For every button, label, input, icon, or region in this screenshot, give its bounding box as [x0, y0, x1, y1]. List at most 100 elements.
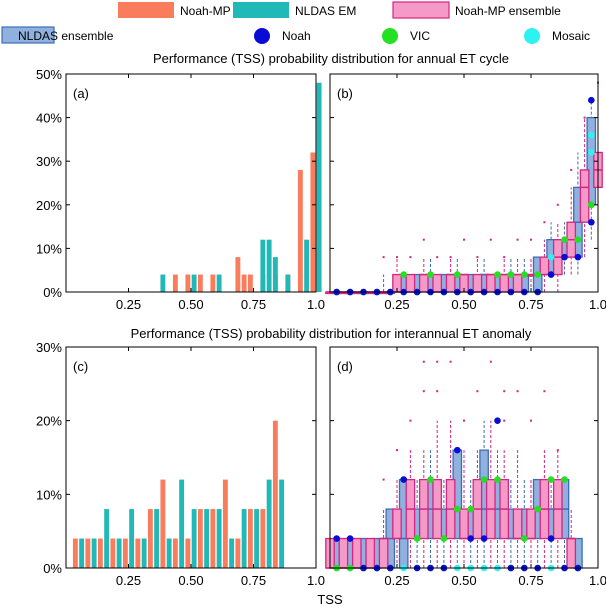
x-tick-label: 0.25: [116, 573, 141, 588]
x-tick-label: 0.50: [451, 573, 476, 588]
marker-noah: [561, 253, 568, 261]
marker-mosaic: [588, 131, 595, 139]
noahmp-ensemble-box: [485, 273, 496, 293]
x-tick-label: 0.75: [241, 297, 266, 312]
marker-vic: [521, 271, 528, 278]
marker-vic: [480, 476, 488, 483]
panel-label: (a): [73, 86, 89, 101]
marker-vic: [534, 505, 541, 513]
marker-noah: [588, 96, 595, 104]
legend-item-vic: VIC: [382, 28, 430, 44]
panel-b: 0.25 0.50 0.75 1.0 (b): [325, 73, 606, 312]
y-tick-label: 0%: [43, 561, 62, 576]
outlier-mark: [503, 419, 506, 422]
marker-vic: [494, 271, 501, 278]
bar-noah-mp-em: [197, 509, 203, 568]
outlier-mark: [409, 419, 412, 422]
noahmp-ensemble-box: [472, 273, 483, 293]
outlier-mark: [543, 390, 546, 393]
noahmp-ensemble-box: [351, 537, 362, 569]
y-tick-label: 20%: [36, 198, 62, 213]
outlier-mark: [449, 256, 452, 259]
marker-vic: [427, 476, 434, 483]
x-tick-label: 0.50: [451, 297, 476, 312]
outlier-mark: [396, 256, 398, 259]
bar-nldas-em: [216, 274, 222, 292]
outlier-mark: [489, 238, 492, 241]
marker-vic: [454, 505, 461, 513]
bar-noah-mp-em: [210, 274, 216, 292]
noahmp-ensemble-box: [459, 508, 469, 540]
bar-noah-mp-em: [72, 538, 78, 568]
x-tick-label: 0.25: [116, 297, 141, 312]
panel-a: 0.25 0.50 0.75 1.0 0% 10% 20% 30% 40% 50% (a): [36, 67, 325, 312]
x-tick-label: 0.25: [384, 297, 409, 312]
marker-noah: [547, 535, 555, 542]
bar-noah-mp-em: [185, 538, 191, 568]
outlier-mark: [583, 116, 586, 119]
marker-noah: [588, 218, 595, 226]
bar-noah-mp-em: [85, 538, 91, 568]
marker-vic: [574, 236, 582, 243]
x-tick-label: 1.0: [589, 573, 606, 588]
outlier-mark: [543, 221, 546, 224]
y-tick-label: 0%: [43, 285, 62, 300]
outlier-mark: [463, 419, 465, 422]
title-interannual: Performance (TSS) probability distributi…: [131, 326, 532, 341]
outlier-mark: [463, 238, 465, 241]
outlier-mark: [570, 168, 573, 171]
legend-label: VIC: [410, 29, 430, 43]
bar-nldas-em: [179, 479, 185, 568]
marker-noah: [454, 446, 461, 454]
legend-marker: [382, 28, 398, 44]
bar-nldas-em: [316, 82, 322, 292]
bar-noah-mp-em: [172, 274, 178, 292]
outlier-mark: [503, 256, 506, 259]
bar-nldas-em: [229, 538, 235, 568]
bar-nldas-em: [204, 509, 210, 568]
bar-noah-mp-em: [135, 538, 141, 568]
noahmp-ensemble-box: [405, 273, 416, 293]
marker-vic: [561, 476, 568, 483]
legend-item-nldas-ensemble: NLDAS ensemble: [1, 26, 114, 44]
y-tick-label: 50%: [36, 67, 62, 82]
marker-noah: [480, 535, 488, 542]
bar-noah-mp-em: [210, 509, 216, 568]
outlier-mark: [476, 390, 479, 393]
bar-nldas-em: [272, 257, 278, 292]
outlier-mark: [449, 360, 452, 363]
bar-noah-mp-em: [241, 274, 247, 292]
bar-nldas-em: [254, 509, 260, 568]
marker-noah: [400, 476, 408, 483]
bar-nldas-em: [260, 239, 266, 292]
bar-noah-mp-em: [222, 479, 228, 568]
marker-noah: [467, 535, 475, 542]
legend-label: Noah-MP ensemble: [455, 4, 561, 18]
bar-nldas-em: [191, 274, 197, 292]
bar-noah-mp-em: [172, 538, 178, 568]
noahmp-ensemble-box: [365, 537, 376, 569]
noahmp-ensemble-box: [539, 256, 550, 276]
outlier-mark: [530, 238, 532, 241]
y-tick-label: 10%: [36, 241, 62, 256]
bar-noah-mp-em: [247, 509, 253, 568]
legend-item-nldas-em: NLDAS EM: [233, 2, 356, 18]
noahmp-ensemble-box: [418, 273, 429, 293]
outlier-mark: [516, 238, 519, 241]
bar-nldas-em: [160, 274, 166, 292]
outlier-mark: [382, 256, 385, 259]
shared-x-label: TSS: [317, 592, 343, 607]
marker-vic: [400, 271, 408, 278]
marker-noah: [346, 535, 354, 542]
marker-vic: [561, 236, 568, 243]
marker-noah: [547, 271, 555, 278]
bar-noah-mp-em: [260, 509, 266, 568]
x-tick-label: 0.50: [178, 297, 203, 312]
noahmp-ensemble-box: [566, 537, 577, 569]
bar-nldas-em: [154, 509, 160, 568]
bar-nldas-em: [141, 538, 147, 568]
bar-noah-mp-em: [97, 538, 103, 568]
noahmp-ensemble-box: [526, 508, 536, 540]
legend-item-noah: Noah: [254, 28, 311, 44]
x-tick-label: 1.0: [307, 573, 325, 588]
